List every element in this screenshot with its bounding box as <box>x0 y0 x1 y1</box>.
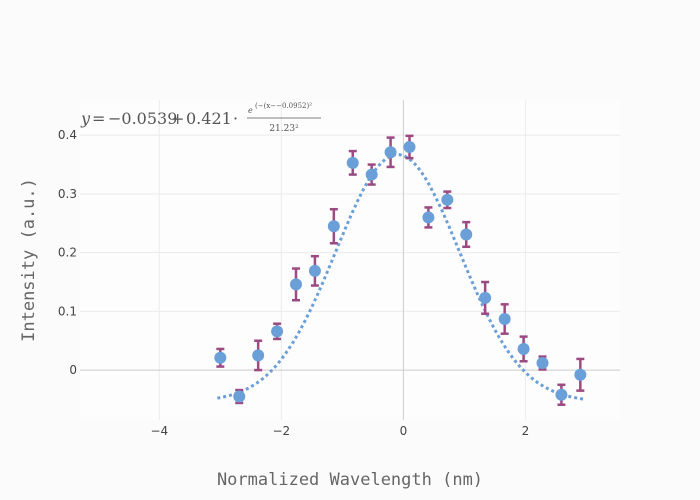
x-tick-label: 0 <box>400 424 408 438</box>
plot-area <box>80 100 620 420</box>
equation-constant: −0.0539 <box>108 109 177 128</box>
x-tick-label: 2 <box>522 424 530 438</box>
data-point <box>460 228 473 241</box>
equation-e: e <box>248 106 253 115</box>
equation-coefficient: 0.421 <box>186 109 232 128</box>
y-tick-label: 0.2 <box>58 246 77 260</box>
fit-curve-line <box>217 152 584 401</box>
data-point <box>422 211 435 224</box>
data-points <box>214 140 587 403</box>
data-point <box>252 349 265 362</box>
data-point <box>384 146 397 159</box>
data-point <box>479 291 492 304</box>
data-point <box>290 278 302 291</box>
y-tick-label: 0.3 <box>58 187 77 201</box>
data-point <box>555 388 568 401</box>
equation-equals: = <box>92 109 105 128</box>
y-tick-label: 0.4 <box>58 128 77 142</box>
data-point <box>327 220 340 233</box>
y-tick-label: 0 <box>69 363 77 377</box>
x-tick-label: −4 <box>150 424 168 438</box>
y-tick-label: 0.1 <box>58 304 77 318</box>
data-point <box>214 351 227 364</box>
equation-exponent: (−(x−−0.0952)² <box>255 102 312 110</box>
data-point <box>536 357 549 370</box>
y-axis-title: Intensity (a.u.) <box>19 178 39 342</box>
data-point <box>574 368 587 381</box>
data-point <box>233 390 246 403</box>
data-point <box>308 264 321 277</box>
tick-labels: −4 −2 0 2 0 0.1 0.2 0.3 0.4 <box>58 128 529 438</box>
grid <box>80 100 620 420</box>
equation-lhs: y <box>80 109 91 128</box>
equation-denominator: 21.23² <box>269 124 299 134</box>
fit-curve <box>217 152 584 401</box>
x-tick-label: −2 <box>273 424 291 438</box>
data-point <box>346 156 359 169</box>
fit-equation-annotation: y = −0.0539 + 0.421 · e (−(x−−0.0952)² 2… <box>80 102 321 134</box>
equation-plus: + <box>171 109 184 128</box>
data-point <box>517 342 530 355</box>
data-point <box>403 140 416 153</box>
equation-dot: · <box>233 109 238 128</box>
data-point <box>271 325 284 338</box>
data-point <box>441 193 454 206</box>
zero-lines <box>80 100 620 420</box>
x-axis-title: Normalized Wavelength (nm) <box>217 470 483 490</box>
data-point <box>498 313 511 326</box>
data-point <box>365 168 378 181</box>
